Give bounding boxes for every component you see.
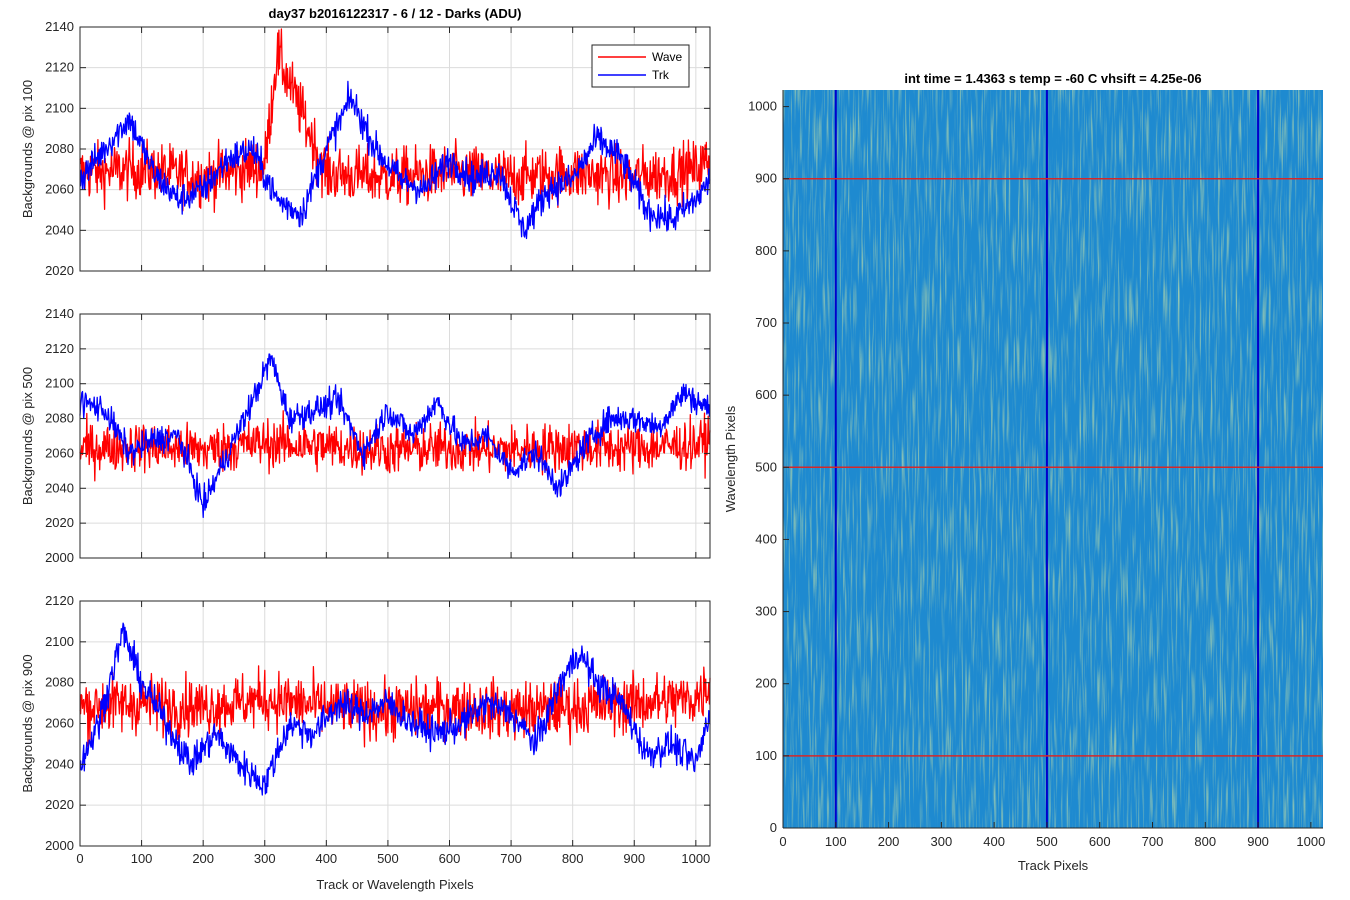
- y-tick-label: 1000: [748, 99, 777, 114]
- y-tick-label: 2120: [45, 341, 74, 356]
- y-tick-label: 2000: [45, 550, 74, 565]
- x-tick-label: 700: [500, 851, 522, 866]
- x-tick-label: 900: [623, 851, 645, 866]
- x-tick-label: 500: [1036, 834, 1058, 849]
- y-tick-label: 2020: [45, 263, 74, 278]
- x-tick-label: 200: [878, 834, 900, 849]
- x-tick-label: 900: [1247, 834, 1269, 849]
- x-tick-label: 500: [377, 851, 399, 866]
- legend: Wave Trk: [591, 44, 690, 88]
- plot-area: [80, 314, 710, 558]
- y-tick-label: 2080: [45, 675, 74, 690]
- y-tick-label: 2120: [45, 60, 74, 75]
- y-tick-label: 2060: [45, 445, 74, 460]
- y-tick-label: 2080: [45, 141, 74, 156]
- series-line-wave: [79, 665, 711, 748]
- heatmap-title: int time = 1.4363 s temp = -60 C vhsift …: [904, 71, 1201, 86]
- y-tick-label: 2040: [45, 756, 74, 771]
- y-tick-label: 700: [755, 315, 777, 330]
- y-tick-label: 2140: [45, 306, 74, 321]
- y-axis-label: Backgrounds @ pix 500: [20, 367, 35, 505]
- panel-pix-900: 2000 2020 2040 2060 2080 2100 2120 0 100 200 300 40…: [20, 593, 711, 892]
- x-tick-label: 400: [315, 851, 337, 866]
- x-tick-label: 800: [1194, 834, 1216, 849]
- y-tick-label: 800: [755, 243, 777, 258]
- legend-wave-label: Wave: [652, 50, 683, 64]
- y-tick-label: 100: [755, 748, 777, 763]
- y-tick-label: 2080: [45, 411, 74, 426]
- y-tick-label: 2040: [45, 480, 74, 495]
- y-axis-label: Wavelength Pixels: [723, 405, 738, 512]
- y-axis-label: Backgrounds @ pix 900: [20, 654, 35, 792]
- x-tick-label: 1000: [681, 851, 710, 866]
- x-tick-label: 300: [254, 851, 276, 866]
- heatmap-texture: [783, 90, 1323, 828]
- series-line-trk: [79, 622, 711, 796]
- x-tick-label: 300: [931, 834, 953, 849]
- x-tick-label: 600: [439, 851, 461, 866]
- y-tick-label: 2060: [45, 182, 74, 197]
- y-tick-label: 200: [755, 676, 777, 691]
- x-tick-label: 0: [76, 851, 83, 866]
- x-tick-label: 0: [779, 834, 786, 849]
- heatmap-panel: 0 100 200 300 400 500 600 700 800 900 1000 0 100 200 3…: [723, 90, 1325, 873]
- x-tick-label: 100: [825, 834, 847, 849]
- y-axis-label: Backgrounds @ pix 100: [20, 80, 35, 218]
- x-axis-label: Track or Wavelength Pixels: [316, 877, 474, 892]
- x-tick-label: 400: [983, 834, 1005, 849]
- y-tick-label: 2020: [45, 515, 74, 530]
- panel-pix-500: 2000 2020 2040 2060 2080 2100 2120 2140 Backgrou…: [20, 306, 711, 565]
- y-tick-label: 2020: [45, 797, 74, 812]
- x-tick-label: 100: [131, 851, 153, 866]
- x-tick-label: 200: [192, 851, 214, 866]
- y-tick-label: 2100: [45, 634, 74, 649]
- y-tick-label: 300: [755, 604, 777, 619]
- y-tick-label: 2060: [45, 716, 74, 731]
- y-tick-label: 900: [755, 171, 777, 186]
- y-tick-label: 2120: [45, 593, 74, 608]
- y-tick-label: 2040: [45, 222, 74, 237]
- x-tick-label: 800: [562, 851, 584, 866]
- y-tick-label: 2140: [45, 19, 74, 34]
- legend-trk-label: Trk: [652, 68, 670, 82]
- y-tick-label: 400: [755, 531, 777, 546]
- y-tick-label: 2100: [45, 100, 74, 115]
- series-line-trk: [79, 80, 711, 240]
- x-tick-label: 700: [1142, 834, 1164, 849]
- figure-title: day37 b2016122317 - 6 / 12 - Darks (ADU): [269, 6, 522, 21]
- y-tick-label: 2100: [45, 376, 74, 391]
- y-tick-label: 0: [770, 820, 777, 835]
- axes-frame: [79, 313, 711, 559]
- y-tick-label: 600: [755, 387, 777, 402]
- y-tick-label: 2000: [45, 838, 74, 853]
- x-axis-label: Track Pixels: [1018, 858, 1089, 873]
- x-tick-label: 600: [1089, 834, 1111, 849]
- x-tick-label: 1000: [1296, 834, 1325, 849]
- y-tick-label: 500: [755, 459, 777, 474]
- series-line-trk: [79, 353, 711, 518]
- legend-box: [591, 44, 690, 88]
